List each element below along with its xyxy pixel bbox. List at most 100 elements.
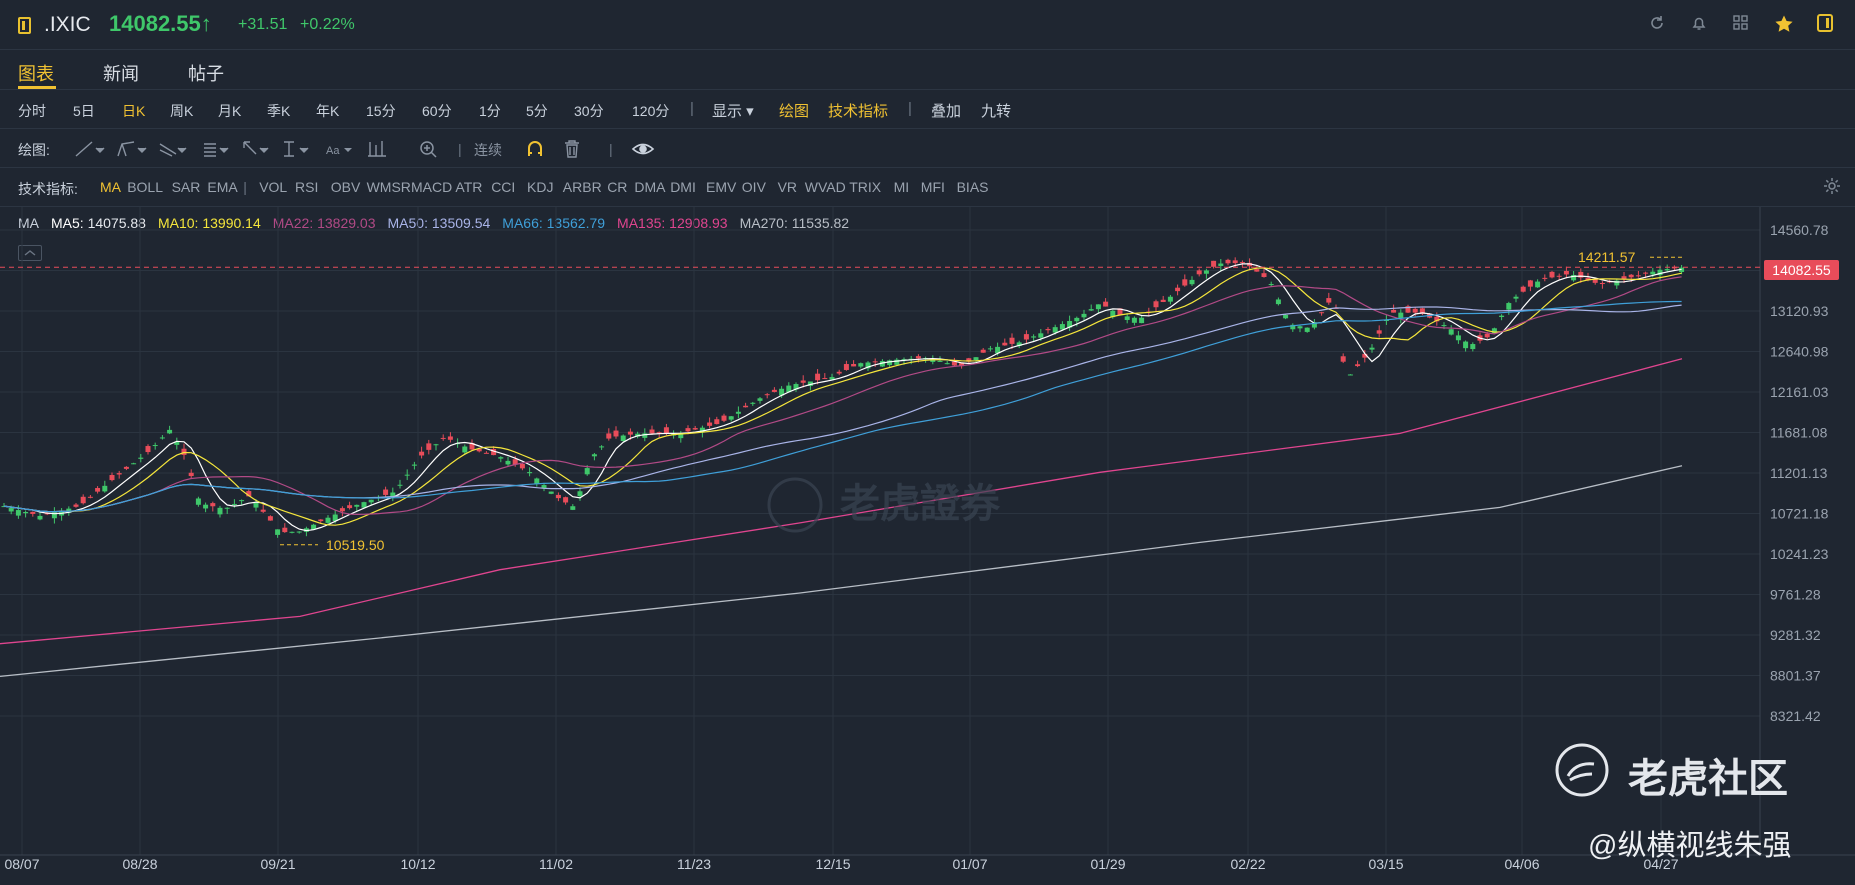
indicator-mfi[interactable]: MFI (920, 179, 945, 195)
candle-body (1261, 273, 1267, 277)
channel-tool-icon (159, 143, 187, 157)
indicator-ema[interactable]: EMA (207, 179, 238, 195)
candle-body (663, 427, 669, 434)
candle-body (1297, 326, 1303, 329)
period-8[interactable]: 60分 (422, 103, 452, 119)
period-4[interactable]: 月K (218, 103, 242, 119)
indicator-oiv[interactable]: OIV (741, 179, 766, 195)
candle-body (1052, 327, 1058, 333)
indicator-arbr[interactable]: ARBR (562, 179, 602, 195)
x-tick-label: 08/07 (4, 856, 39, 872)
tab-chart[interactable]: 图表 (18, 64, 54, 84)
candle-body (1016, 342, 1022, 346)
candle-body (275, 529, 281, 535)
indicator-vr[interactable]: VR (777, 179, 798, 195)
panel-toggle-icon[interactable] (1814, 14, 1836, 36)
nav-tabs (0, 50, 1855, 90)
period-10[interactable]: 5分 (526, 103, 548, 119)
indicator-macd[interactable]: MACD (411, 179, 453, 195)
x-tick-label: 03/15 (1368, 856, 1403, 872)
active-tab-indicator (18, 86, 56, 89)
indicator-dma[interactable]: DMA (634, 179, 666, 195)
indicator-ma[interactable]: MA (100, 179, 121, 195)
indicator-wvad[interactable]: WVAD (804, 179, 846, 195)
candle-body (447, 436, 453, 440)
period-9[interactable]: 1分 (479, 103, 501, 119)
candle-body (383, 489, 389, 495)
separator: | (908, 100, 912, 117)
indicator-mi[interactable]: MI (893, 179, 910, 195)
indicator-wmsr[interactable]: WMSR (366, 179, 411, 195)
overlay-button[interactable]: 叠加 (931, 103, 962, 120)
ma270-line (0, 465, 1683, 678)
candle-body (203, 504, 209, 509)
collapse-legend-button[interactable] (18, 245, 42, 261)
display-menu[interactable]: 显示 ▾ (712, 103, 754, 120)
indicator-emv[interactable]: EMV (706, 179, 737, 195)
candle-body (635, 433, 641, 437)
candle-body (462, 446, 468, 453)
period-5[interactable]: 季K (267, 103, 291, 119)
nine-turn-button[interactable]: 九转 (981, 103, 1012, 120)
candle-body (1491, 328, 1497, 334)
bell-icon[interactable] (1688, 14, 1710, 36)
settings-gear-icon[interactable] (1823, 177, 1841, 200)
draw-toggle[interactable]: 绘图 (779, 103, 810, 120)
candle-body (1657, 269, 1663, 276)
tab-posts[interactable]: 帖子 (188, 64, 224, 84)
indicator-sar[interactable]: SAR (171, 179, 201, 195)
indicator-rsi[interactable]: RSI (295, 179, 319, 195)
continuous-mode[interactable]: 连续 (474, 142, 502, 158)
svg-text:|: | (609, 141, 613, 157)
candle-body (1211, 260, 1217, 267)
ma-legend-item: MA10: 13990.14 (157, 215, 261, 231)
indicator-cr[interactable]: CR (607, 179, 628, 195)
y-tick-label: 8801.37 (1770, 668, 1821, 684)
period-7[interactable]: 15分 (366, 103, 396, 119)
period-1[interactable]: 5日 (73, 103, 95, 119)
candle-body (534, 478, 540, 484)
candle-body (1196, 270, 1202, 275)
period-2[interactable]: 日K (122, 103, 146, 119)
chart-area[interactable]: MA MA5: 14075.88 MA10: 13990.14 MA22: 13829… (0, 207, 1855, 885)
candle-body (167, 429, 173, 434)
period-3[interactable]: 周K (170, 103, 194, 119)
candle-body (1340, 356, 1346, 362)
sidebar-toggle-icon[interactable] (18, 17, 31, 34)
candle-body (973, 357, 979, 361)
indicator-toolbar: 技术指标: MA BOLL SAR EMA | VOL RSI OBV WMSR MACD ATR C… (0, 168, 1855, 207)
indicator-vol[interactable]: VOL (259, 179, 288, 195)
period-6[interactable]: 年K (316, 103, 340, 119)
indicator-trix[interactable]: TRIX (849, 179, 882, 195)
indicator-cci[interactable]: CCI (491, 179, 516, 195)
grid-icon[interactable] (1730, 14, 1752, 36)
star-icon[interactable] (1773, 14, 1795, 36)
period-0[interactable]: 分时 (18, 103, 46, 119)
refresh-icon[interactable] (1646, 14, 1668, 36)
candle-body (541, 485, 547, 489)
tab-news[interactable]: 新闻 (103, 64, 139, 84)
candle-body (1369, 347, 1375, 350)
indicator-atr[interactable]: ATR (455, 179, 483, 195)
period-11[interactable]: 30分 (574, 103, 604, 119)
candle-body (1088, 309, 1094, 311)
indicator-bias[interactable]: BIAS (956, 179, 989, 195)
candle-body (116, 473, 122, 475)
drawing-label: 绘图: (18, 142, 50, 158)
indicator-dmi[interactable]: DMI (670, 179, 696, 195)
candle-body (1239, 262, 1245, 264)
ma22-line (3, 276, 1682, 516)
candle-body (210, 503, 216, 507)
candle-body (1110, 310, 1116, 318)
indicator-boll[interactable]: BOLL (127, 179, 163, 195)
drawing-tools-right: | (528, 140, 655, 158)
indicator-obv[interactable]: OBV (330, 179, 361, 195)
separator: | (243, 179, 247, 195)
tech-indicator-toggle[interactable]: 技术指标 (828, 103, 889, 120)
candle-body (1139, 317, 1145, 324)
period-12[interactable]: 120分 (632, 103, 670, 119)
brand-watermark: 老虎社区 (1628, 757, 1788, 801)
candle-body (181, 448, 187, 455)
candle-body (591, 454, 597, 457)
indicator-kdj[interactable]: KDJ (527, 179, 554, 195)
